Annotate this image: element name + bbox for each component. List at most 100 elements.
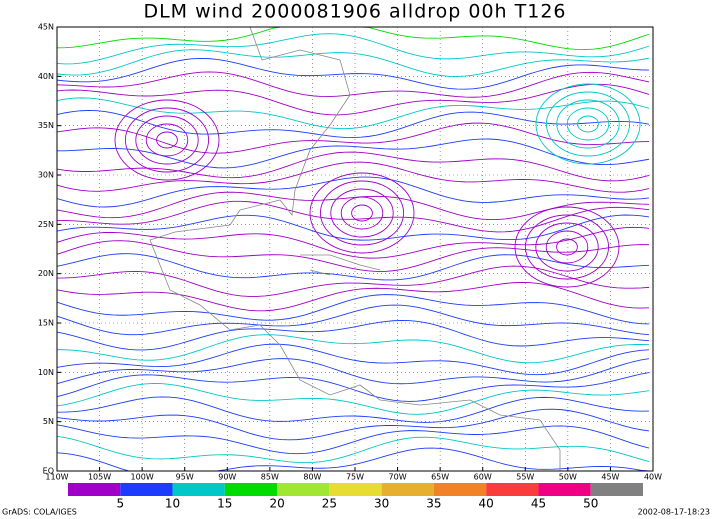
coastline xyxy=(149,26,561,471)
streamline xyxy=(56,265,650,297)
vortex-streamline xyxy=(556,99,620,149)
colorbar-label: 50 xyxy=(583,497,598,511)
streamline xyxy=(56,372,650,402)
colorbar-swatch xyxy=(590,483,643,496)
colorbar-swatch xyxy=(68,483,121,496)
streamline xyxy=(56,97,650,130)
streamline xyxy=(56,161,650,193)
colorbar-swatch xyxy=(120,483,173,496)
streamline xyxy=(56,319,650,351)
lat-label: 30N xyxy=(38,171,54,180)
streamline xyxy=(56,396,650,423)
vortex-streamline xyxy=(545,91,631,157)
streamline xyxy=(56,334,650,364)
footer-left: GrADS: COLA/IGES xyxy=(2,508,77,517)
vortex-streamline xyxy=(577,115,599,133)
lon-label: 50W xyxy=(559,473,577,482)
streamline xyxy=(56,435,650,464)
lon-label: 40W xyxy=(644,473,662,482)
streamline xyxy=(56,253,650,281)
vortex-streamline xyxy=(514,206,620,288)
islands xyxy=(300,254,381,276)
lon-label: 60W xyxy=(474,473,492,482)
vortex-streamline xyxy=(545,230,589,264)
vortex-streamline xyxy=(535,222,599,272)
streamline xyxy=(56,281,650,312)
vortex-streamline xyxy=(566,107,610,141)
colorbar-label: 10 xyxy=(165,497,180,511)
streamline xyxy=(56,383,650,415)
streamlines xyxy=(56,26,650,472)
streamline xyxy=(56,109,650,138)
vortex-streamline xyxy=(351,204,373,222)
vortex-streamline xyxy=(319,180,405,246)
lon-label: 85W xyxy=(261,473,279,482)
streamline xyxy=(56,240,650,272)
colorbar-swatch xyxy=(486,483,539,496)
streamline xyxy=(56,304,650,336)
colorbar-label: 40 xyxy=(479,497,494,511)
colorbar-swatch xyxy=(381,483,434,496)
lat-label: 35N xyxy=(38,121,54,130)
streamline xyxy=(56,176,650,208)
lon-label: 75W xyxy=(346,473,364,482)
colorbar-swatch xyxy=(329,483,382,496)
colorbar-swatch xyxy=(433,483,487,496)
colorbar-label: 25 xyxy=(322,497,337,511)
colorbar-label: 30 xyxy=(374,497,389,511)
lat-label: 15N xyxy=(38,319,54,328)
streamline xyxy=(56,424,650,455)
colorbar-swatch xyxy=(538,483,591,496)
streamline xyxy=(56,408,650,441)
vortex-streamline xyxy=(135,115,199,165)
lon-label: 110W xyxy=(45,473,68,482)
vortex-streamline xyxy=(556,238,578,256)
lat-label: 40N xyxy=(38,72,54,81)
colorbar-swatch xyxy=(172,483,225,496)
lat-label: 45N xyxy=(38,23,54,32)
map-frame xyxy=(56,26,654,472)
streamline xyxy=(56,151,650,182)
lon-label: 65W xyxy=(431,473,449,482)
streamline xyxy=(56,71,650,98)
lat-label: 10N xyxy=(38,368,54,377)
lon-label: 70W xyxy=(389,473,407,482)
streamline xyxy=(56,83,650,116)
vortex-streamline xyxy=(145,123,189,157)
lon-label: 55W xyxy=(516,473,534,482)
streamline xyxy=(56,122,650,154)
streamline xyxy=(56,343,650,376)
streamline xyxy=(56,138,650,169)
colorbar-swatch xyxy=(224,483,278,496)
lon-label: 90W xyxy=(218,473,236,482)
lat-label: EQ xyxy=(43,467,54,476)
streamline xyxy=(56,214,650,241)
vortex-streamline xyxy=(309,172,415,254)
lon-label: 100W xyxy=(131,473,154,482)
vortex-streamline xyxy=(535,83,641,165)
colorbar-label: 15 xyxy=(217,497,232,511)
streamline xyxy=(56,49,650,77)
vortex-streamline xyxy=(340,196,384,230)
colorbar-label: 45 xyxy=(531,497,546,511)
streamline xyxy=(56,358,650,385)
streamline xyxy=(56,294,650,325)
streamline xyxy=(56,33,650,65)
vortex-streamline xyxy=(156,131,178,149)
lon-label: 80W xyxy=(303,473,321,482)
streamline xyxy=(56,26,650,51)
lat-label: 25N xyxy=(38,220,54,229)
vortex-streamline xyxy=(330,188,394,238)
colorbar-label: 35 xyxy=(426,497,441,511)
streamline xyxy=(56,226,650,259)
vortex-streamline xyxy=(114,99,220,181)
lat-label: 20N xyxy=(38,269,54,278)
streamline xyxy=(56,57,650,90)
colorbar-swatch xyxy=(277,483,330,496)
lat-label: 5N xyxy=(43,417,54,426)
lon-label: 95W xyxy=(176,473,194,482)
streamline xyxy=(56,200,650,233)
vortex-streamline xyxy=(124,107,210,173)
map-title: DLM wind 2000081906 alldrop 00h T126 xyxy=(143,1,566,23)
